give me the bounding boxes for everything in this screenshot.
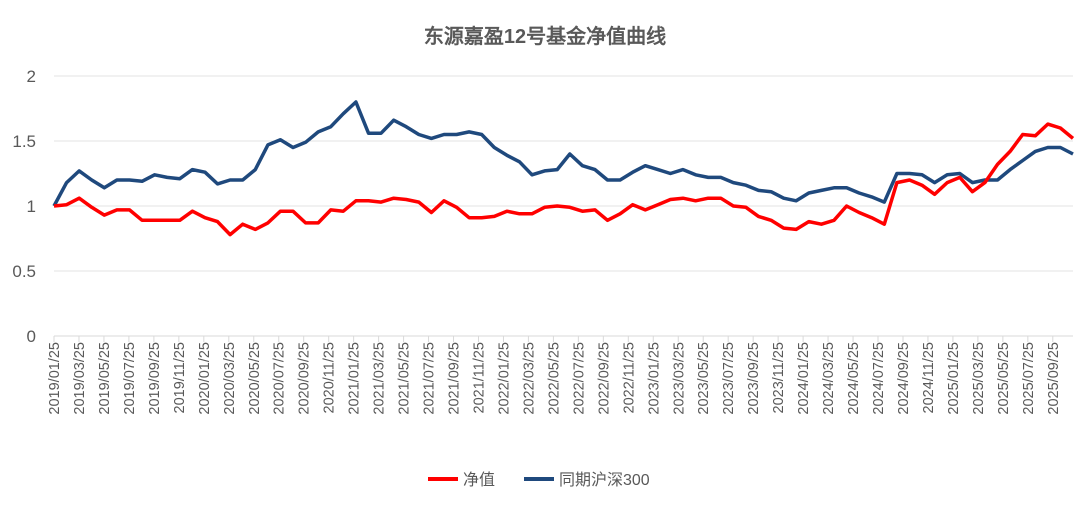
x-tick-label: 2024/01/25 bbox=[796, 342, 812, 415]
x-tick-label: 2022/01/25 bbox=[496, 342, 512, 415]
x-tick-label: 2023/11/25 bbox=[771, 342, 787, 414]
series-line-nav bbox=[53, 122, 1075, 237]
x-tick-label: 2019/09/25 bbox=[147, 342, 163, 415]
x-tick-label: 2019/11/25 bbox=[172, 342, 188, 414]
x-tick-label: 2025/01/25 bbox=[946, 342, 962, 415]
x-tick-label: 2023/09/25 bbox=[746, 342, 762, 415]
x-tick-label: 2019/01/25 bbox=[47, 342, 63, 415]
y-axis: 0 0.5 1 1.5 2 bbox=[12, 67, 36, 346]
x-tick-label: 2023/03/25 bbox=[671, 342, 687, 415]
x-tick-label: 2020/05/25 bbox=[247, 342, 263, 415]
x-tick-label: 2025/03/25 bbox=[971, 342, 987, 415]
y-tick-label: 2 bbox=[27, 67, 36, 86]
x-tick-label: 2020/09/25 bbox=[297, 342, 313, 415]
x-axis: 2019/01/25 2019/03/25 2019/05/25 2019/07/25… bbox=[47, 336, 1062, 415]
legend: 净值 同期沪深300 bbox=[428, 471, 650, 489]
chart-title: 东源嘉盈12号基金净值曲线 bbox=[424, 24, 666, 48]
x-tick-label: 2024/09/25 bbox=[896, 342, 912, 415]
series-line-csi300 bbox=[52, 100, 1074, 207]
y-tick-label: 0.5 bbox=[12, 262, 36, 281]
x-tick-label: 2022/09/25 bbox=[596, 342, 612, 415]
x-tick-label: 2020/01/25 bbox=[197, 342, 213, 415]
x-tick-label: 2020/11/25 bbox=[322, 342, 338, 414]
y-tick-label: 1 bbox=[27, 197, 36, 216]
x-tick-label: 2023/05/25 bbox=[696, 342, 712, 415]
x-tick-label: 2024/07/25 bbox=[871, 342, 887, 415]
x-tick-label: 2019/03/25 bbox=[72, 342, 88, 415]
x-tick-label: 2025/07/25 bbox=[1021, 342, 1037, 415]
y-tick-label: 0 bbox=[27, 327, 36, 346]
x-tick-label: 2021/05/25 bbox=[397, 342, 413, 415]
x-tick-label: 2024/03/25 bbox=[821, 342, 837, 415]
x-tick-label: 2019/05/25 bbox=[97, 342, 113, 415]
x-tick-label: 2024/05/25 bbox=[846, 342, 862, 415]
x-tick-label: 2025/09/25 bbox=[1046, 342, 1062, 415]
legend-label-nav: 净值 bbox=[463, 471, 495, 489]
x-tick-label: 2022/11/25 bbox=[621, 342, 637, 414]
x-tick-label: 2021/07/25 bbox=[422, 342, 438, 415]
x-tick-label: 2020/03/25 bbox=[222, 342, 238, 415]
x-tick-label: 2022/07/25 bbox=[571, 342, 587, 415]
x-tick-label: 2021/01/25 bbox=[347, 342, 363, 415]
x-tick-label: 2024/11/25 bbox=[921, 342, 937, 414]
x-tick-label: 2023/01/25 bbox=[646, 342, 662, 415]
x-tick-label: 2022/03/25 bbox=[521, 342, 537, 415]
x-tick-label: 2020/07/25 bbox=[272, 342, 288, 415]
x-tick-label: 2021/09/25 bbox=[447, 342, 463, 415]
x-tick-label: 2025/05/25 bbox=[996, 342, 1012, 415]
series-lines bbox=[52, 100, 1075, 237]
x-tick-label: 2019/07/25 bbox=[122, 342, 138, 415]
x-tick-label: 2023/07/25 bbox=[721, 342, 737, 415]
x-tick-label: 2022/05/25 bbox=[546, 342, 562, 415]
y-tick-label: 1.5 bbox=[12, 132, 36, 151]
x-tick-label: 2021/03/25 bbox=[372, 342, 388, 415]
legend-label-csi300: 同期沪深300 bbox=[559, 471, 650, 489]
x-tick-label: 2021/11/25 bbox=[471, 342, 487, 414]
